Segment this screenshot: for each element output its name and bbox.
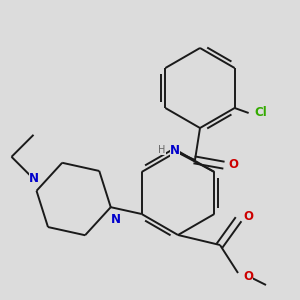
Text: N: N — [28, 172, 38, 185]
Text: O: O — [243, 269, 253, 283]
Text: H: H — [158, 145, 166, 155]
Text: N: N — [170, 143, 180, 157]
Text: Cl: Cl — [254, 106, 267, 119]
Text: N: N — [111, 213, 121, 226]
Text: O: O — [228, 158, 238, 172]
Text: O: O — [243, 211, 253, 224]
